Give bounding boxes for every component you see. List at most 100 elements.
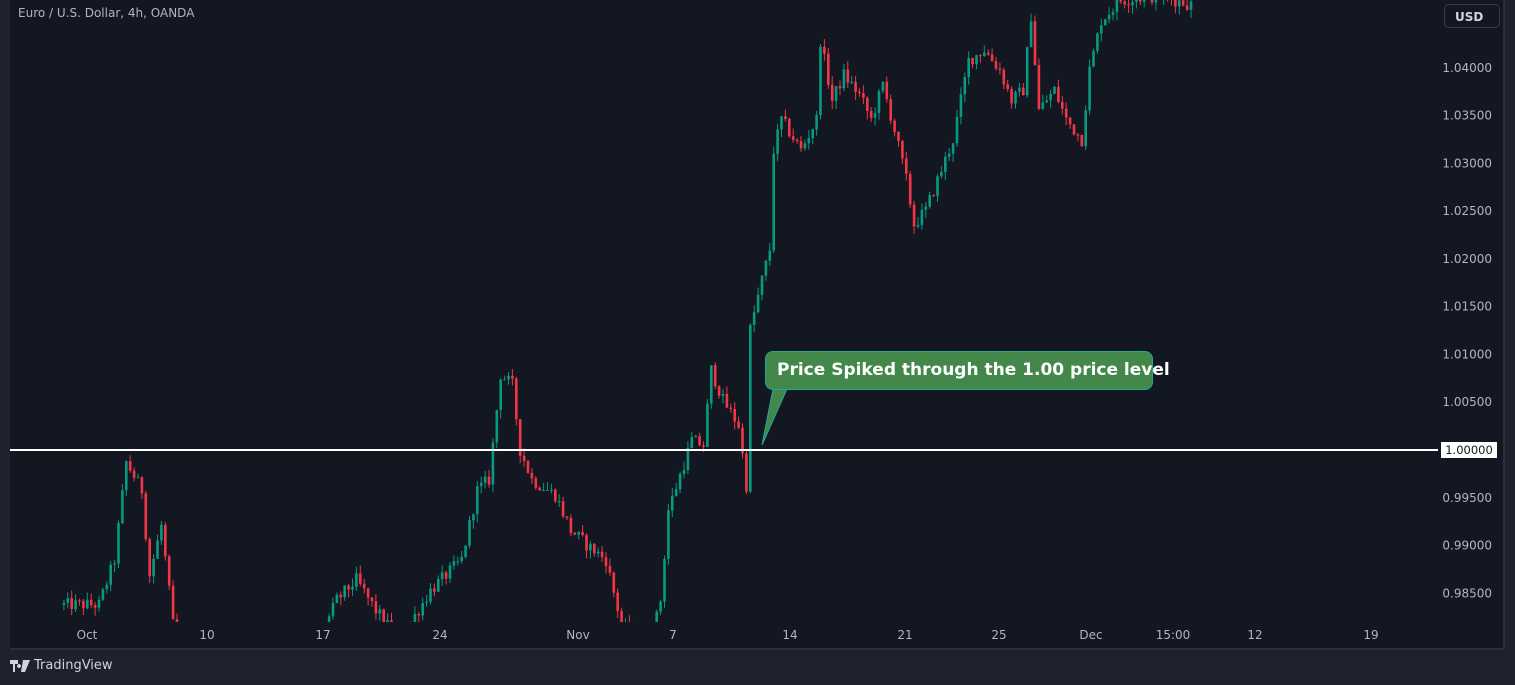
tradingview-logo[interactable]: TradingView [10,658,113,673]
currency-button[interactable]: USD [1444,4,1500,28]
candle [893,118,896,137]
x-tick-label: 17 [315,628,330,642]
candle [663,555,666,608]
candle [191,654,194,666]
candle [873,107,877,126]
candle-body [308,659,311,667]
candle [530,468,534,485]
x-tick-label: Nov [566,628,589,642]
candle-body [1057,86,1060,102]
candle [628,615,630,622]
candle-body [262,675,265,679]
candle [811,128,814,144]
candle-body [476,486,479,515]
candle [768,242,772,267]
candle-body [1041,102,1045,109]
candle [121,484,124,525]
candle [869,106,873,122]
candle [468,516,471,549]
candle-body [398,633,401,636]
candle [1022,83,1025,96]
candle-body [219,675,222,678]
candle [916,217,920,229]
candle [1006,80,1009,92]
candle-body [518,419,522,456]
candle-body [203,682,206,683]
chart-pane[interactable] [10,0,1505,650]
candle-body [246,681,249,682]
candle [421,597,424,621]
candle [289,673,292,684]
candle-body [979,55,982,57]
candle [729,403,733,413]
candle-body [1131,2,1134,6]
candle [967,51,970,85]
candle [850,75,853,85]
candle [355,566,358,591]
candle-body [70,598,73,610]
candle-body [842,69,846,89]
candle-body [487,476,491,485]
candle [577,531,580,540]
candle [795,137,799,144]
candle [815,110,818,136]
candle [70,590,73,616]
candle [690,432,694,449]
candle-body [374,601,378,614]
candle-body [710,365,713,404]
candle [417,611,421,622]
candle-body [569,517,573,533]
candle [125,460,128,497]
candle [269,680,272,683]
candle [612,571,616,598]
candle-body [156,540,159,559]
candle [331,597,335,620]
candle [1167,0,1169,2]
candle [230,672,233,685]
candle-body [655,611,658,622]
candle-body [776,129,779,154]
candle [366,587,370,606]
candle [62,600,66,611]
candle [827,48,830,89]
candle [686,441,690,474]
candle [93,601,97,616]
candle-body [66,598,70,603]
candle [1053,85,1056,95]
candle [136,473,140,479]
candle [495,409,499,449]
candle-body [713,365,717,387]
candle [448,562,452,583]
candle [1142,0,1146,8]
candle-body [86,599,89,609]
candle [674,483,678,497]
candle [1189,0,1193,18]
y-tick-label: 1.02500 [1442,204,1492,218]
candle [733,402,736,430]
candle-body [327,616,331,622]
candle-body [1006,84,1009,89]
candle-body [211,675,214,685]
candle-body [293,681,296,682]
candle [706,399,709,448]
candle [425,594,428,607]
candle-body [125,461,128,491]
candle-body [297,683,300,684]
candle [947,148,951,161]
candle [152,554,155,584]
candle-body [706,403,709,447]
candle-body [171,585,175,620]
candle-body [947,153,951,157]
candle [554,488,557,504]
candle [721,388,725,404]
candle [546,482,549,492]
candle [199,673,202,685]
candle-body [674,489,678,496]
candle-body [725,393,729,408]
candle-body [940,171,943,177]
candle-body [491,442,495,485]
y-tick-label: 1.04000 [1442,61,1492,75]
candle [600,546,604,562]
candle [89,593,93,609]
callout-annotation[interactable]: Price Spiked through the 1.00 price leve… [765,351,1170,390]
